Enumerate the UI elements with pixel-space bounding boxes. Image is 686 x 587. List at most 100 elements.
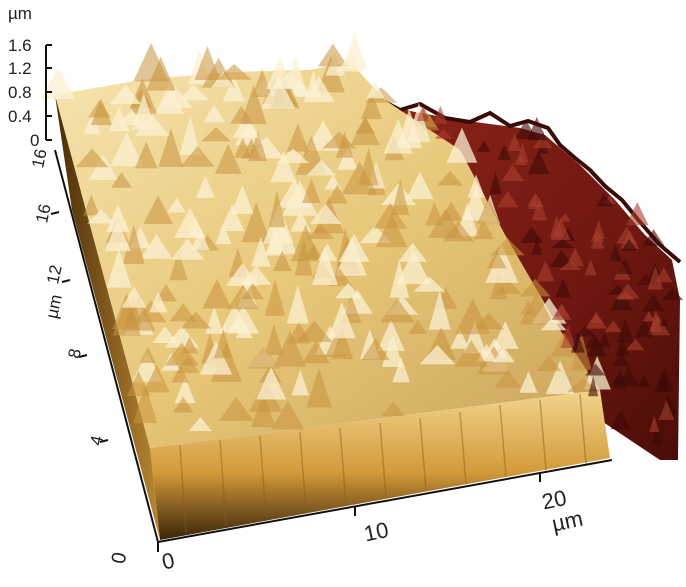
z-axis-unit: µm	[8, 4, 32, 23]
surface-peak	[203, 104, 226, 123]
surface-peak	[375, 214, 408, 248]
surface-peak	[140, 234, 173, 259]
low-region-peak	[616, 257, 633, 274]
surface-peak	[133, 383, 158, 423]
surface-peak	[282, 180, 318, 216]
surface-peak	[109, 84, 142, 104]
surface-peak	[222, 76, 245, 102]
low-region-peak	[613, 350, 630, 367]
surface-peak	[248, 130, 268, 162]
surface-peak	[251, 69, 273, 97]
surface-peak	[268, 190, 286, 228]
elevated-left-wall	[55, 95, 160, 540]
surface-peak	[450, 329, 470, 349]
surface-peak	[241, 202, 271, 243]
low-region-peak	[585, 363, 606, 376]
low-region-peak	[655, 267, 673, 283]
surface-peak	[302, 178, 321, 204]
surface-peak	[326, 184, 348, 204]
surface-peak	[143, 364, 170, 393]
surface-peaks	[40, 34, 611, 432]
surface-peak	[174, 377, 196, 404]
surface-peak	[215, 224, 232, 245]
surface-peak	[392, 356, 410, 383]
y-axis-line	[54, 149, 159, 543]
surface-peak	[216, 64, 252, 80]
surface-peak	[360, 92, 383, 120]
surface-peak	[306, 224, 335, 239]
surface-peak	[366, 81, 385, 99]
surface-peak	[110, 132, 144, 167]
low-region-peak	[536, 260, 555, 282]
surface-peak	[219, 304, 250, 333]
surface-peak	[106, 204, 130, 232]
low-region-peak	[559, 212, 571, 222]
surface-peak	[112, 293, 141, 330]
low-region-peak	[516, 142, 529, 163]
x-axis-line	[157, 459, 613, 543]
low-region-peak	[573, 326, 597, 337]
low-region-peak	[433, 105, 448, 124]
low-region-peak	[559, 260, 582, 270]
surface-peak	[331, 326, 354, 360]
y-axis-unit: µm	[42, 292, 66, 321]
surface-peak	[134, 141, 158, 169]
surface-peak	[246, 347, 282, 369]
z-tick-label: 1.2	[8, 59, 32, 78]
surface-peak	[396, 250, 431, 285]
low-region-peak	[496, 191, 519, 208]
surface-peak	[486, 250, 507, 269]
surface-peak	[311, 246, 338, 286]
surface-peak	[536, 355, 562, 372]
surface-peak	[83, 194, 100, 216]
surface-peak	[302, 340, 331, 364]
surface-peak	[106, 248, 132, 288]
surface-peak	[227, 284, 259, 310]
surface-peak	[158, 127, 184, 167]
surface-peak	[494, 369, 521, 388]
surface-peak	[291, 369, 310, 396]
surface-peak	[201, 127, 231, 142]
low-region-peak	[584, 259, 597, 276]
surface-peak	[171, 364, 189, 383]
low-region-peak	[642, 229, 665, 246]
surface-peak	[493, 279, 522, 294]
low-region-peak	[589, 314, 603, 323]
low-region-peak	[527, 150, 550, 175]
low-region-peak	[611, 375, 626, 385]
surface-peak	[179, 116, 201, 155]
surface-peak	[110, 172, 133, 188]
low-region-peak	[637, 374, 650, 388]
surface-peak	[490, 237, 525, 256]
low-region-peak	[501, 164, 524, 182]
surface-peak	[104, 219, 131, 252]
low-region-peak	[532, 135, 553, 149]
surface-peak	[337, 146, 358, 170]
low-region-peak	[497, 144, 511, 160]
surface-peak	[250, 237, 271, 267]
low-region-peak	[661, 287, 684, 301]
surface-peak	[164, 342, 200, 366]
surface-peak	[131, 93, 156, 130]
low-region-peak	[435, 128, 452, 139]
low-region-peak	[625, 202, 649, 226]
surface-peak	[211, 71, 235, 88]
low-region-peak	[658, 366, 671, 385]
surface-peak	[396, 108, 422, 149]
low-region-peak	[549, 249, 574, 268]
surface-peak	[540, 315, 567, 331]
low-region-peak	[649, 415, 660, 433]
low-region-peak	[649, 307, 662, 332]
low-region-peak	[642, 293, 665, 312]
surface-peak	[454, 340, 488, 367]
low-region-ridge	[384, 100, 682, 264]
surface-peak	[256, 366, 287, 400]
surface-peak	[389, 259, 410, 298]
low-region-peak	[616, 318, 634, 343]
low-region-peak	[551, 303, 572, 320]
low-region-peak	[650, 425, 664, 446]
surface-peak	[195, 175, 216, 199]
z-tick-label: 1.6	[8, 36, 32, 55]
surface-peak	[317, 43, 348, 67]
